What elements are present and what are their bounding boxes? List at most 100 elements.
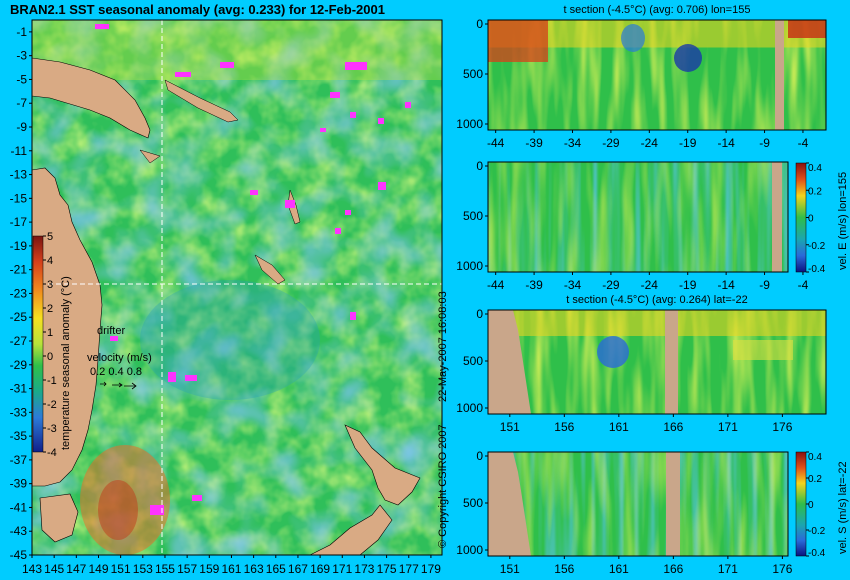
colorbar-tick-label: 2 [47, 303, 53, 315]
drifter [330, 92, 340, 98]
map-x-ticks: 143 145 147 149 151 153 155 157 159 161 163 165 167 1… [22, 555, 441, 576]
colorbar-tick-label: -2 [47, 399, 57, 411]
velocity-colorbar-label: 0.2 [808, 186, 822, 197]
map-y-tick-label: -23 [10, 286, 28, 300]
panel-y-tick-label: 0 [476, 449, 483, 463]
map-y-tick-label: -35 [10, 429, 28, 443]
map-x-tick-label: 165 [266, 562, 286, 576]
map-x-tick-label: 167 [288, 562, 308, 576]
land-mask [665, 310, 678, 414]
surface-warm-layer [488, 310, 826, 336]
colorbar-tick-label: 5 [47, 231, 53, 243]
velocity-arrows [100, 381, 137, 390]
panel-vel-s: 0 500 1000 151 156 161 166 171 176 0.4 0.2 0 -0.2 -0.… [456, 449, 849, 576]
drifter-label: drifter [97, 325, 125, 337]
velocity-values: 0.2 0.4 0.8 [90, 366, 142, 378]
panel-x-tick-label: -19 [679, 278, 697, 292]
land-new-guinea [32, 57, 151, 139]
warm-anomaly [788, 20, 826, 38]
land-nz-south [309, 504, 393, 555]
map-y-tick-label: -17 [10, 215, 28, 229]
map-x-tick-label: 163 [244, 562, 264, 576]
colorbar [32, 235, 44, 453]
drifter [335, 228, 341, 234]
drifter [250, 190, 258, 195]
map-y-tick-label: -9 [16, 120, 27, 134]
panel-x-tick-label: -14 [717, 278, 735, 292]
map-y-tick-label: -27 [10, 334, 28, 348]
map-x-tick-label: 143 [22, 562, 42, 576]
panel-x-tick-label: -14 [717, 136, 735, 150]
land-mask [488, 310, 531, 414]
map-y-tick-label: -43 [10, 524, 28, 538]
map-x-tick-label: 161 [221, 562, 241, 576]
panel-y-tick-label: 500 [463, 209, 483, 223]
velocity-colorbar [795, 451, 807, 557]
panel-x-tick-label: -9 [759, 278, 770, 292]
map-y-tick-label: -3 [16, 49, 27, 63]
land-solomons-2 [139, 149, 161, 164]
panel-x-tick-label: -9 [759, 136, 770, 150]
colorbar-tick-label: 1 [47, 327, 53, 339]
land-solomons [164, 79, 239, 123]
map-y-tick-label: -39 [10, 477, 28, 491]
cold-anomaly [597, 336, 629, 368]
map-y-tick-label: -31 [10, 382, 28, 396]
panel-x-tick-label: -34 [564, 136, 582, 150]
panel-frame [487, 19, 827, 131]
drifter [150, 505, 164, 515]
cold-anomaly [621, 24, 645, 52]
map-y-tick-label: -41 [10, 500, 28, 514]
panel-x-tick-label: 176 [772, 420, 792, 434]
drifter [95, 24, 109, 29]
velocity-colorbar-label: 0 [808, 214, 814, 225]
colorbar-label: temperature seasonal anomaly (°C) [60, 276, 72, 450]
panel-x-tick-label: 176 [772, 562, 792, 576]
velocity-colorbar-label: 0 [808, 500, 814, 511]
colorbar-tick-label: 4 [47, 255, 53, 267]
panel-y-tick-label: 1000 [456, 117, 483, 131]
panel-side-label: vel. S (m/s) lat=-22 [837, 461, 849, 554]
warm-anomaly [733, 340, 793, 360]
velocity-arrow-medium [112, 382, 123, 388]
map-y-tick-label: -5 [16, 72, 27, 86]
panel-title: t section (-4.5°C) (avg: 0.264) lat=-22 [566, 294, 747, 306]
panel-x-tick-label: -29 [602, 278, 620, 292]
panel-x-tick-label: 161 [609, 562, 629, 576]
panel-y-tick-label: 500 [463, 354, 483, 368]
land-australia [32, 167, 103, 487]
velocity-colorbar-label: -0.2 [808, 526, 826, 537]
panel-x-tick-label: -24 [641, 278, 659, 292]
panel-y-tick-label: 1000 [456, 401, 483, 415]
drifter-legend-swatch [110, 336, 118, 341]
drifter [168, 372, 176, 382]
panel-plot [488, 20, 826, 130]
panel-plot [488, 310, 826, 414]
panel-x-tick-label: -44 [487, 278, 505, 292]
drifter [350, 112, 356, 118]
panel-x-tick-label: 171 [718, 420, 738, 434]
panel-plot [488, 162, 788, 272]
drifters [95, 24, 411, 515]
map-plot: 5 4 3 2 1 0 -1 -2 -3 -4 temperature seasonal anom… [32, 20, 442, 555]
panel-x-tick-label: 166 [663, 420, 683, 434]
drifter [175, 72, 191, 77]
land-tasmania [39, 493, 79, 543]
panel-frame [487, 309, 827, 415]
land-mask [775, 20, 784, 130]
map-x-tick-label: 145 [44, 562, 64, 576]
colorbar-tick-label: 3 [47, 279, 53, 291]
tasman-warm-core [98, 480, 138, 540]
drifter [185, 375, 197, 381]
map-y-tick-label: -33 [10, 405, 28, 419]
velocity-arrow-small [100, 381, 107, 387]
velocity-arrow-large [124, 382, 137, 390]
map-x-tick-label: 159 [199, 562, 219, 576]
drifter [345, 210, 351, 215]
map-x-tick-label: 175 [377, 562, 397, 576]
velocity-colorbar-label: 0.4 [808, 163, 822, 174]
land-new-caledonia [254, 254, 286, 285]
panel-x-tick-label: -44 [487, 136, 505, 150]
drifter [405, 102, 411, 108]
map-x-tick-label: 147 [66, 562, 86, 576]
